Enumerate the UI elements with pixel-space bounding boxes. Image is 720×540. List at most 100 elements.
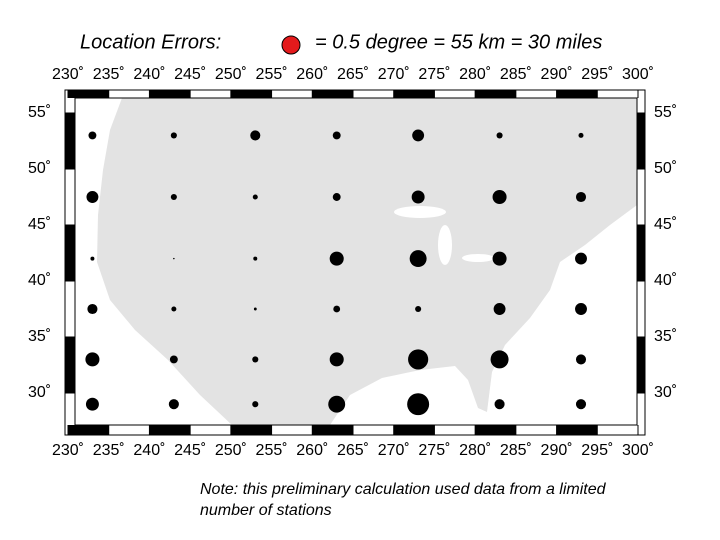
x-tick-label: 250˚ xyxy=(215,66,247,83)
border-segment xyxy=(149,90,191,98)
border-segment xyxy=(393,425,435,435)
error-bubble xyxy=(170,132,177,139)
x-tick-label: 280˚ xyxy=(459,66,491,83)
y-tick-label: 40˚ xyxy=(654,272,677,289)
x-tick-label: 265˚ xyxy=(337,442,369,459)
border-segment xyxy=(65,225,75,281)
error-bubble xyxy=(250,130,261,141)
x-tick-label: 275˚ xyxy=(418,442,450,459)
x-tick-label: 245˚ xyxy=(174,442,206,459)
border-segment xyxy=(475,90,516,98)
error-bubble xyxy=(575,303,587,315)
error-bubble xyxy=(328,395,346,413)
x-tick-label: 230˚ xyxy=(52,66,84,83)
x-tick-label: 255˚ xyxy=(256,442,288,459)
border-segment xyxy=(68,425,109,435)
y-tick-label: 45˚ xyxy=(28,216,51,233)
error-bubble xyxy=(169,355,178,364)
error-bubble xyxy=(168,399,179,410)
x-tick-label: 295˚ xyxy=(581,442,613,459)
x-tick-label: 295˚ xyxy=(581,66,613,83)
x-tick-label: 265˚ xyxy=(337,66,369,83)
legend-marker xyxy=(281,35,301,55)
y-tick-label: 55˚ xyxy=(654,104,677,121)
x-tick-label: 300˚ xyxy=(622,66,654,83)
y-tick-label: 30˚ xyxy=(654,384,677,401)
x-tick-label: 255˚ xyxy=(256,66,288,83)
border-segment xyxy=(230,90,272,98)
error-bubble xyxy=(409,250,427,268)
border-segment xyxy=(637,113,645,169)
error-bubble xyxy=(496,132,503,139)
error-bubble xyxy=(415,305,422,313)
error-bubble xyxy=(85,397,99,411)
x-tick-label: 240˚ xyxy=(133,442,165,459)
error-bubble xyxy=(171,306,177,312)
x-tick-label: 250˚ xyxy=(215,442,247,459)
error-bubble xyxy=(252,401,259,408)
error-bubble xyxy=(90,256,95,261)
x-tick-label: 290˚ xyxy=(541,442,573,459)
legend-label: = 0.5 degree = 55 km = 30 miles xyxy=(315,31,602,53)
x-tick-label: 270˚ xyxy=(378,66,410,83)
land xyxy=(97,98,637,425)
error-bubble xyxy=(332,131,341,140)
border-segment xyxy=(475,425,516,435)
y-tick-label: 40˚ xyxy=(28,272,51,289)
error-bubble xyxy=(253,256,258,261)
error-bubble xyxy=(332,193,341,201)
x-tick-label: 260˚ xyxy=(296,66,328,83)
title: Location Errors: xyxy=(80,31,221,53)
error-bubble xyxy=(170,193,177,201)
error-bubble xyxy=(494,399,505,410)
y-tick-label: 50˚ xyxy=(654,160,677,177)
x-tick-label: 245˚ xyxy=(174,66,206,83)
y-tick-label: 55˚ xyxy=(28,104,51,121)
error-bubble xyxy=(252,356,259,363)
border-segment xyxy=(312,90,353,98)
error-bubble xyxy=(407,393,430,416)
error-bubble xyxy=(408,349,429,370)
x-tick-label: 285˚ xyxy=(500,66,532,83)
x-tick-label: 300˚ xyxy=(622,442,654,459)
y-tick-label: 50˚ xyxy=(28,160,51,177)
note: Note: this preliminary calculation used … xyxy=(200,481,606,519)
border-segment xyxy=(556,90,598,98)
y-tick-label: 35˚ xyxy=(28,328,51,345)
lake xyxy=(438,225,452,265)
error-bubble xyxy=(86,191,99,203)
x-tick-label: 240˚ xyxy=(133,66,165,83)
y-tick-label: 30˚ xyxy=(28,384,51,401)
border-segment xyxy=(65,337,75,393)
x-tick-label: 290˚ xyxy=(541,66,573,83)
error-bubble xyxy=(329,251,344,266)
x-tick-label: 275˚ xyxy=(418,66,450,83)
x-tick-label: 235˚ xyxy=(93,66,125,83)
border-segment xyxy=(637,337,645,393)
x-tick-label: 270˚ xyxy=(378,442,410,459)
error-bubble xyxy=(88,131,97,140)
y-tick-label: 45˚ xyxy=(654,216,677,233)
error-bubble xyxy=(411,190,425,204)
error-bubble xyxy=(87,303,98,315)
error-bubble xyxy=(575,191,587,203)
error-bubble xyxy=(412,129,425,142)
x-tick-label: 235˚ xyxy=(93,442,125,459)
lake xyxy=(394,206,446,218)
border-segment xyxy=(393,90,435,98)
error-bubble xyxy=(85,352,100,367)
x-tick-label: 280˚ xyxy=(459,442,491,459)
x-tick-label: 260˚ xyxy=(296,442,328,459)
error-bubble xyxy=(253,307,257,311)
error-bubble xyxy=(575,252,587,265)
error-bubble xyxy=(329,352,344,367)
border-segment xyxy=(68,90,109,98)
lake xyxy=(462,254,494,262)
error-bubble xyxy=(492,251,507,266)
error-bubble xyxy=(492,189,507,205)
error-bubble xyxy=(490,350,509,369)
x-tick-label: 285˚ xyxy=(500,442,532,459)
error-bubble xyxy=(575,354,587,365)
